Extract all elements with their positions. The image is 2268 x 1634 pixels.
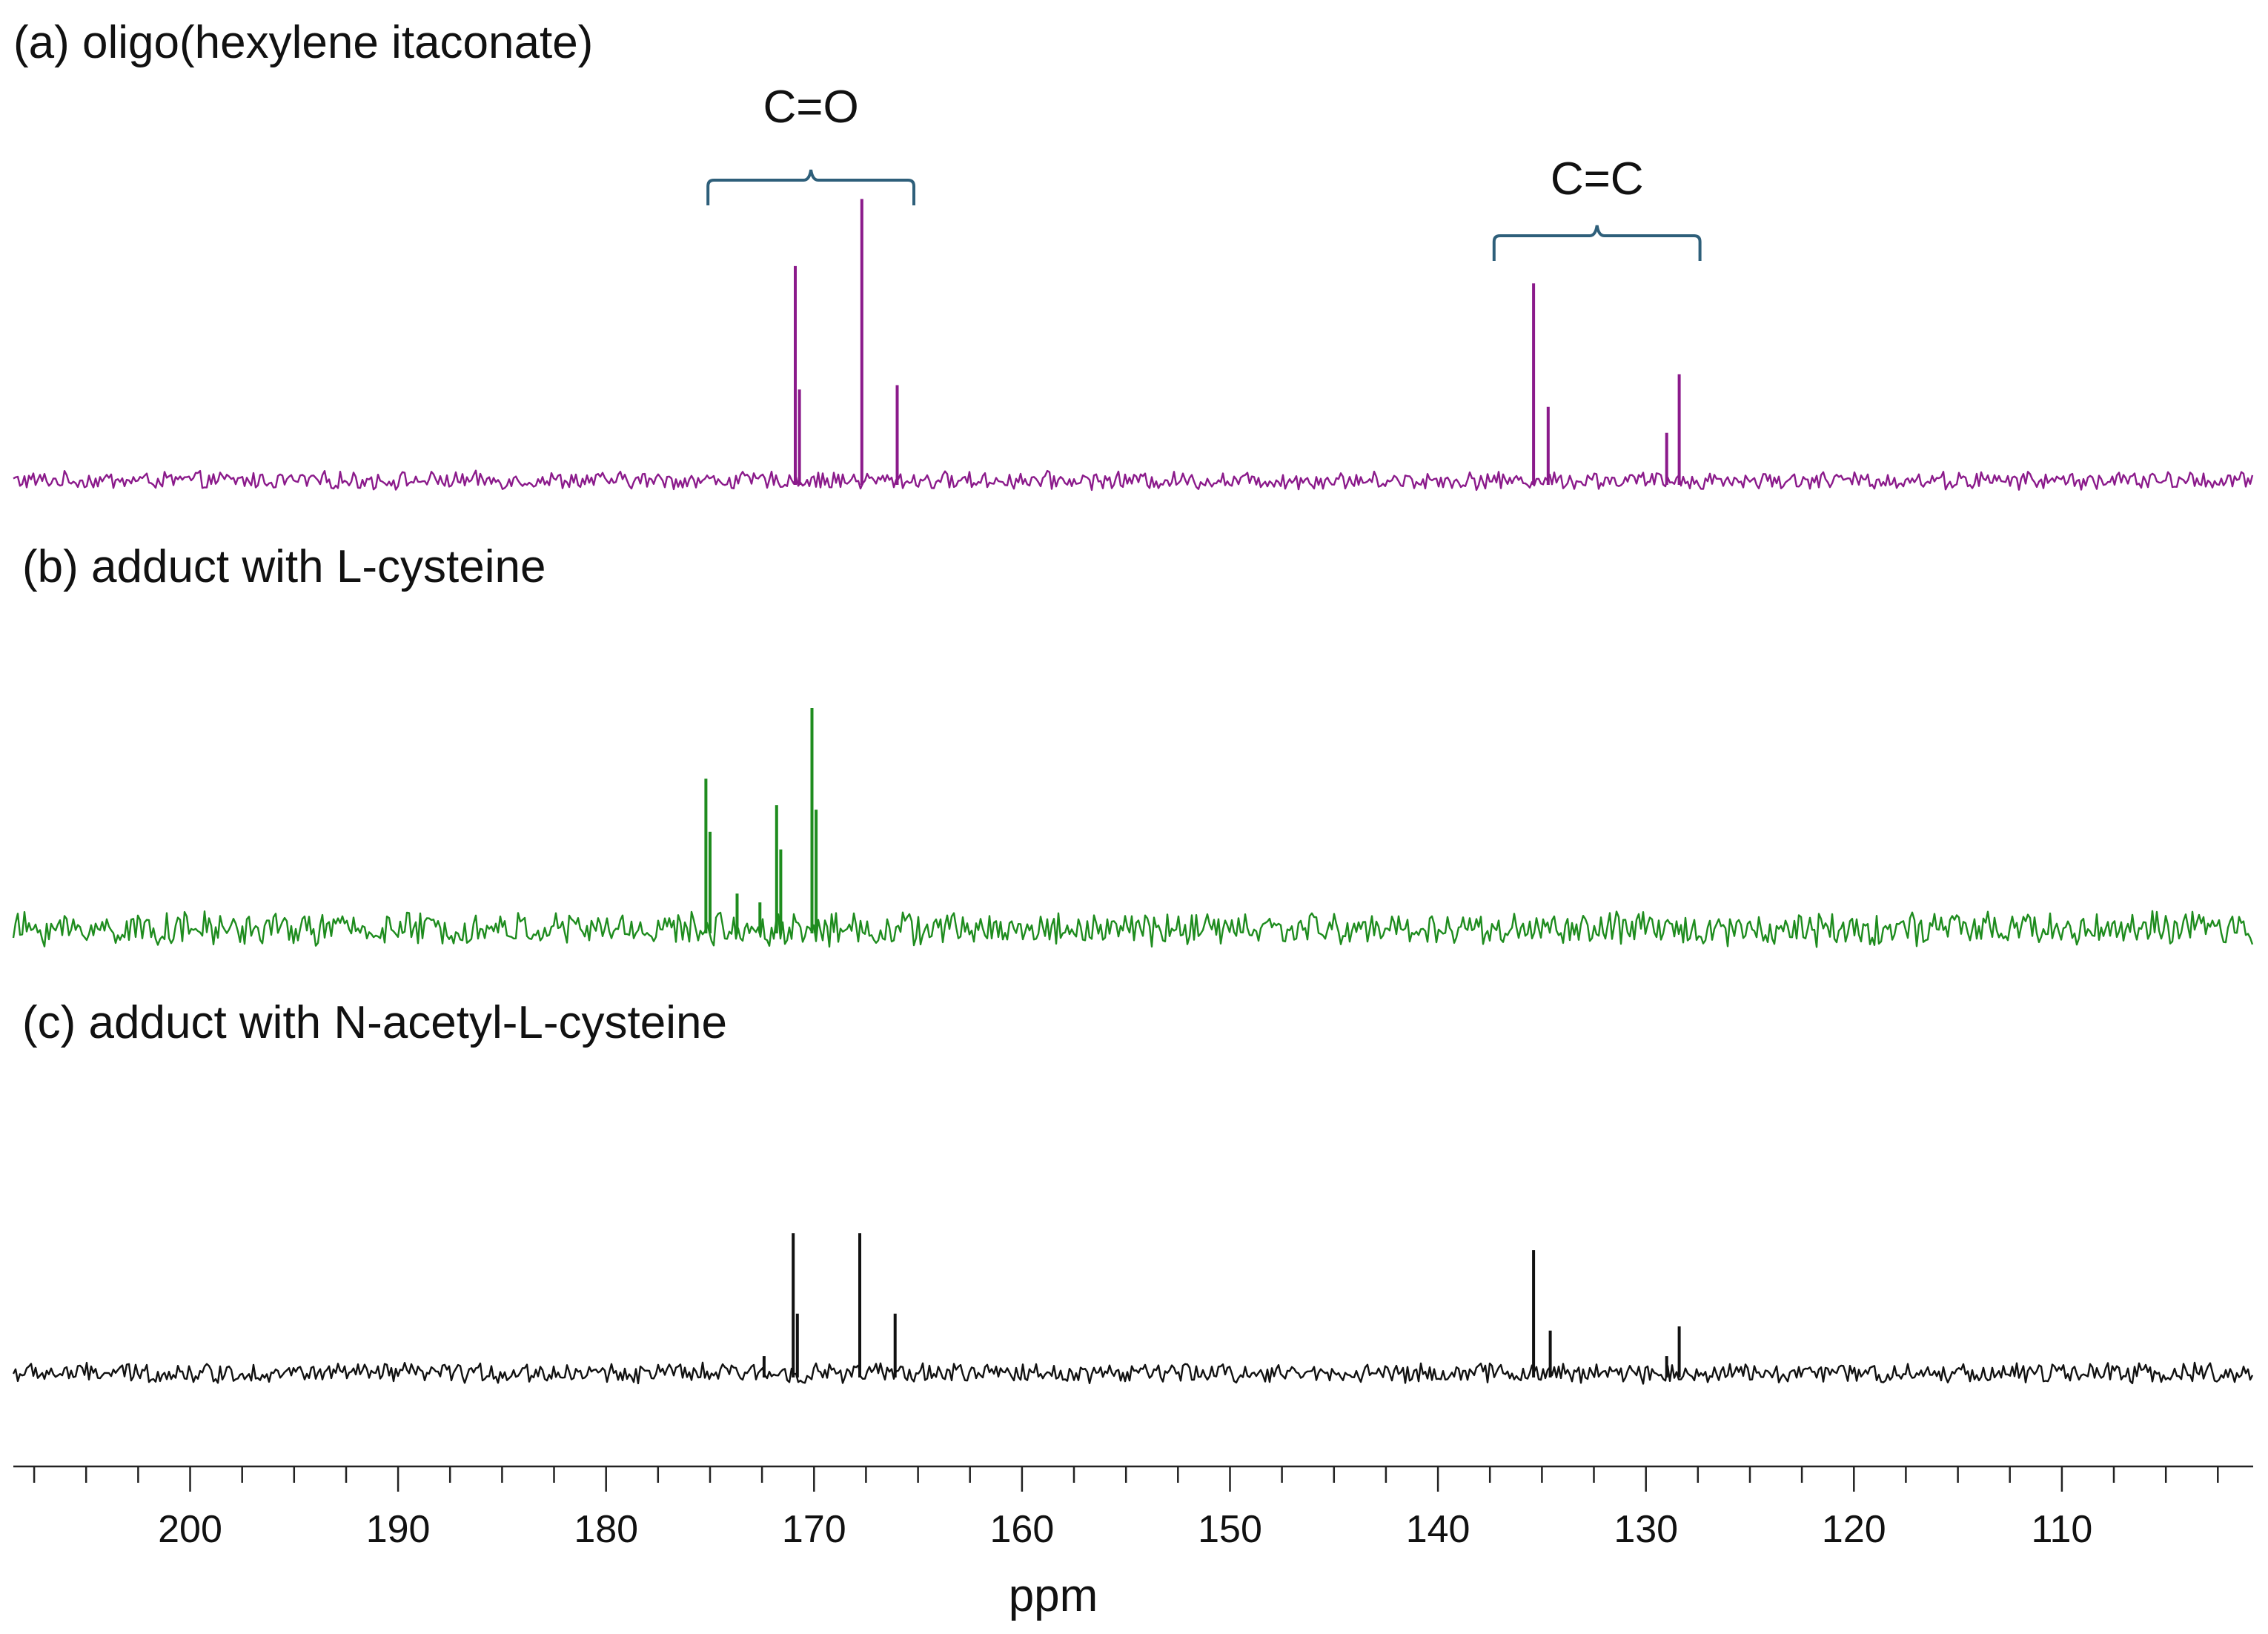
bracket-label-2: C=C [1551, 153, 1644, 205]
panel-label-2: (b) adduct with L-cysteine [22, 541, 546, 592]
tick-label-150: 150 [1198, 1508, 1262, 1551]
tick-label-160: 160 [990, 1508, 1055, 1551]
tick-label-130: 130 [1614, 1508, 1678, 1551]
tick-label-110: 110 [2031, 1508, 2092, 1551]
bracket-annotation-1: C=O [706, 82, 915, 205]
spectrum-panel-2: (b) adduct with L-cysteine [12, 541, 2254, 948]
tick-label-120: 120 [1822, 1508, 1886, 1551]
panel-label-3: (c) adduct with N-acetyl-L-cysteine [22, 997, 727, 1048]
tick-label-200: 200 [158, 1508, 222, 1551]
bracket-annotation-2: C=C [1492, 153, 1702, 261]
panel-label-1: (a) oligo(hexylene itaconate) [13, 17, 593, 68]
tick-label-170: 170 [782, 1508, 846, 1551]
bracket-line-1 [706, 169, 915, 205]
bracket-label-1: C=O [763, 82, 858, 133]
tick-label-140: 140 [1406, 1508, 1470, 1551]
x-axis: 200 190 180 170 160 150 140 130 120 110 ppm [13, 1465, 2253, 1621]
tick-label-180: 180 [574, 1508, 638, 1551]
spectrum-trace-3 [12, 1361, 2254, 1385]
spectrum-trace-2 [12, 910, 2254, 948]
tick-label-190: 190 [366, 1508, 431, 1551]
spectrum-panel-1: (a) oligo(hexylene itaconate) [13, 17, 2254, 492]
x-axis-title: ppm [1009, 1570, 1098, 1621]
bracket-line-2 [1492, 225, 1702, 261]
spectrum-trace-1 [13, 469, 2254, 492]
spectrum-panel-3: (c) adduct with N-acetyl-L-cysteine [12, 997, 2254, 1385]
